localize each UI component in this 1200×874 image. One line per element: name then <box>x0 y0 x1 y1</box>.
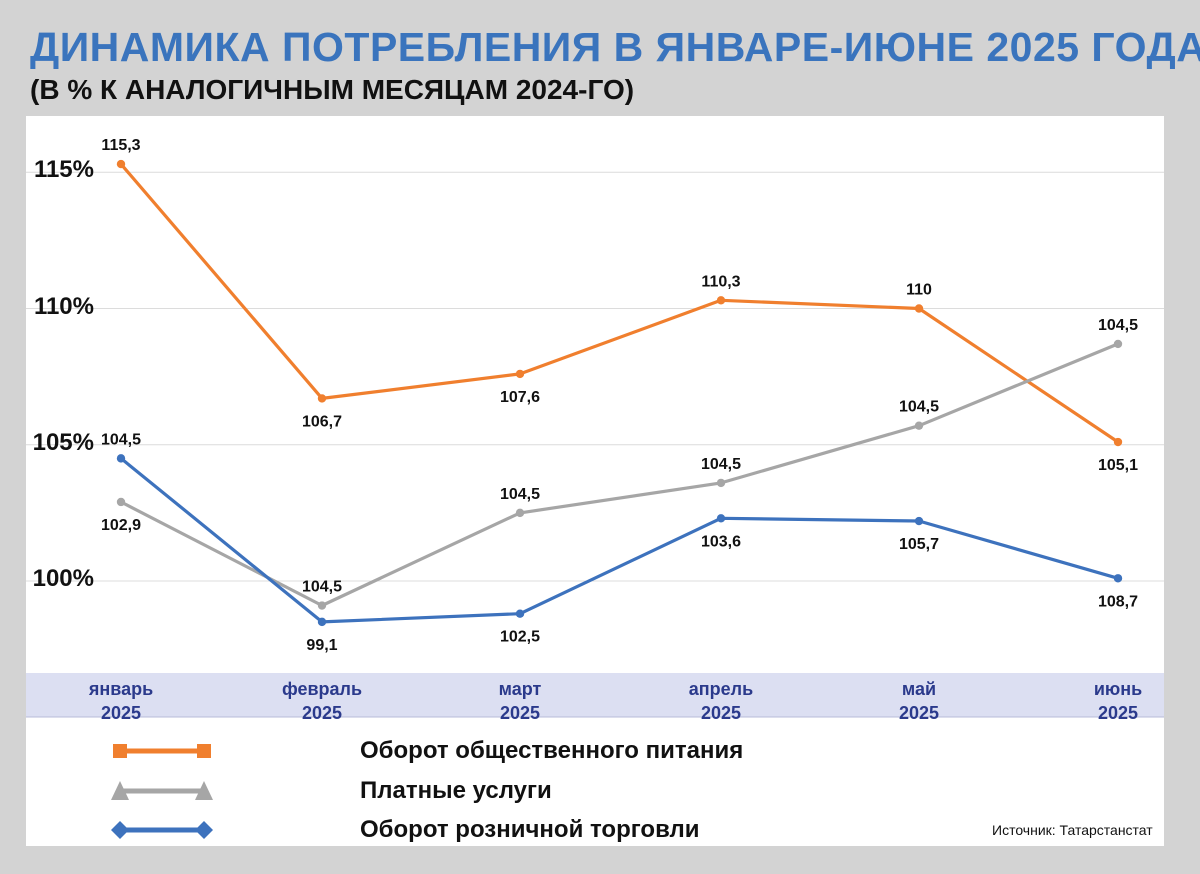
x-tick-label-year: 2025 <box>701 703 741 723</box>
legend-swatch-square-icon <box>113 744 211 758</box>
x-tick-label-year: 2025 <box>500 703 540 723</box>
data-point <box>317 394 327 403</box>
data-point <box>914 421 924 430</box>
series-line <box>120 342 1119 608</box>
chart-subtitle: (В % К АНАЛОГИЧНЫМ МЕСЯЦАМ 2024-ГО) <box>30 74 635 105</box>
grid-layer <box>26 171 1164 582</box>
y-tick-label: 110% <box>33 292 94 320</box>
x-tick-label-month: май <box>902 679 936 699</box>
data-label: 104,5 <box>1098 317 1138 334</box>
x-tick-label-year: 2025 <box>101 703 141 723</box>
legend-swatch-triangle-icon <box>111 781 213 800</box>
series-line <box>119 163 1119 444</box>
data-point <box>716 296 726 305</box>
x-axis-band <box>26 673 1164 717</box>
data-point <box>515 609 525 618</box>
chart-title: ДИНАМИКА ПОТРЕБЛЕНИЯ В ЯНВАРЕ-ИЮНЕ 2025 … <box>30 24 1200 70</box>
data-point <box>116 497 126 507</box>
legend-label-catering: Оборот общественного питания <box>360 737 744 764</box>
data-point <box>1113 574 1123 583</box>
x-tick-label-month: апрель <box>689 679 753 699</box>
legend-label-services: Платные услуги <box>360 777 552 804</box>
series-line <box>119 457 1119 624</box>
data-point <box>515 369 525 379</box>
data-label: 106,7 <box>302 413 342 430</box>
x-tick-label-month: март <box>499 679 542 699</box>
data-label: 104,5 <box>701 456 741 473</box>
data-point <box>515 508 525 518</box>
line-chart: 115,3 106,7 107,6 110,3 110 105,1 102,9 104,5 10… <box>26 137 1164 723</box>
data-label: 107,6 <box>500 389 540 406</box>
data-point <box>116 454 126 463</box>
data-point <box>716 478 726 488</box>
data-label: 102,5 <box>500 629 540 646</box>
x-tick-label-year: 2025 <box>1098 703 1138 723</box>
data-point <box>1113 437 1123 447</box>
y-tick-label: 105% <box>32 428 94 456</box>
data-point <box>914 304 924 313</box>
data-point <box>914 516 924 526</box>
x-tick-label-month: февраль <box>282 679 362 699</box>
data-label-layer: 115,3 106,7 107,6 110,3 110 105,1 102,9 104,5 10… <box>101 137 1138 654</box>
data-label: 105,7 <box>899 536 939 553</box>
data-point <box>317 601 327 610</box>
data-label: 110,3 <box>701 273 740 290</box>
data-label: 104,5 <box>500 486 540 503</box>
data-point <box>1113 339 1123 349</box>
chart-card: 115,3 106,7 107,6 110,3 110 105,1 102,9 104,5 10… <box>26 116 1164 846</box>
data-label: 102,9 <box>101 517 141 534</box>
data-label: 99,1 <box>306 637 337 654</box>
data-label: 104,5 <box>101 431 141 448</box>
data-label: 103,6 <box>701 533 741 550</box>
data-label: 108,7 <box>1098 593 1138 610</box>
legend-label-retail: Оборот розничной торговли <box>360 816 700 843</box>
data-label: 110 <box>906 282 932 299</box>
series-layer <box>116 159 1123 627</box>
legend-swatch-diamond-icon <box>111 821 213 839</box>
x-tick-label-year: 2025 <box>899 703 939 723</box>
data-point <box>116 159 126 169</box>
data-label: 104,5 <box>899 399 939 416</box>
x-tick-label-month: январь <box>88 679 153 699</box>
x-tick-label-month: июнь <box>1094 679 1142 699</box>
data-label: 115,3 <box>101 137 140 154</box>
y-tick-label: 115% <box>33 156 94 184</box>
y-tick-label: 100% <box>32 565 94 592</box>
data-point <box>317 617 327 627</box>
data-point <box>716 514 726 523</box>
data-label: 104,5 <box>302 579 342 596</box>
data-label: 105,1 <box>1098 457 1138 474</box>
x-tick-label-year: 2025 <box>302 703 342 723</box>
source-note: Источник: Татарстанстат <box>992 822 1153 838</box>
